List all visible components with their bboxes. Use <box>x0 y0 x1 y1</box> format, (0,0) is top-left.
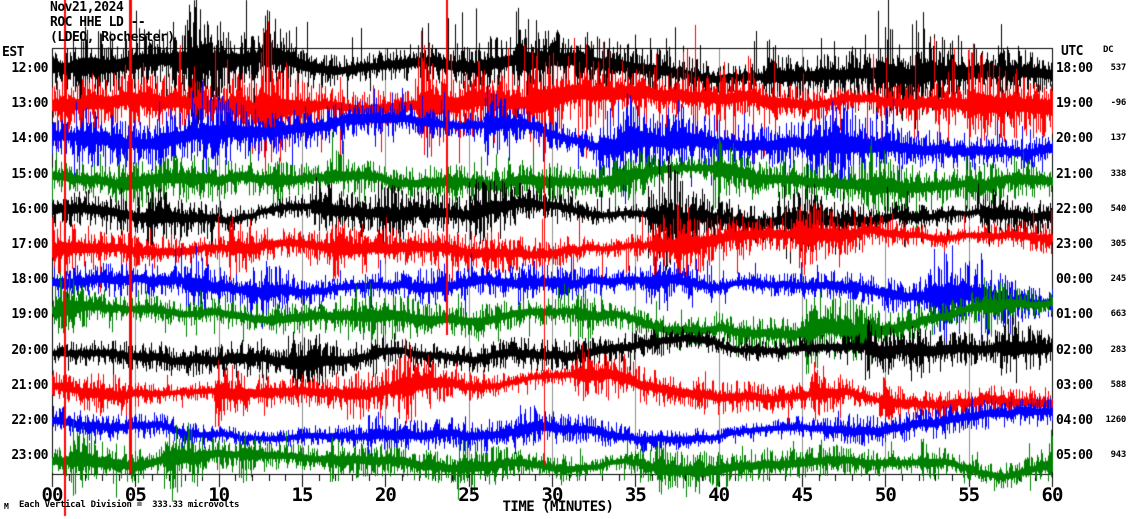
left-timezone-label: EST <box>2 45 24 60</box>
x-tick-label: 45 <box>791 484 814 506</box>
dc-value: 540 <box>1110 203 1127 214</box>
x-tick-label: 15 <box>291 484 314 506</box>
x-tick-label: 05 <box>124 484 147 506</box>
utc-time-label: 05:00 <box>1056 448 1093 464</box>
utc-time-label: 20:00 <box>1056 131 1093 147</box>
est-time-label: 16:00 <box>11 201 48 217</box>
utc-time-label: 19:00 <box>1056 96 1093 112</box>
utc-time-label: 21:00 <box>1056 166 1093 182</box>
est-time-label: 17:00 <box>11 237 48 252</box>
scale-note: Each Vertical Division = 333.33 microvol… <box>19 500 240 510</box>
utc-time-label: 00:00 <box>1056 272 1093 288</box>
x-tick-label: 50 <box>874 484 897 506</box>
dc-value: 137 <box>1110 133 1127 144</box>
x-axis-title: TIME (MINUTES) <box>502 499 614 515</box>
dc-value: 663 <box>1110 309 1127 320</box>
est-time-label: 15:00 <box>11 166 48 182</box>
dc-value: 283 <box>1110 344 1127 355</box>
x-tick-label: 25 <box>458 484 480 506</box>
dc-value: 537 <box>1110 63 1127 73</box>
est-time-label: 21:00 <box>11 377 48 393</box>
x-tick-label: 40 <box>708 484 730 506</box>
utc-time-label: 02:00 <box>1056 342 1093 358</box>
dc-value: 245 <box>1110 274 1127 285</box>
dc-value: 1260 <box>1105 415 1127 425</box>
x-tick-label: 60 <box>1041 484 1064 506</box>
est-time-label: 23:00 <box>11 448 48 464</box>
x-tick-label: 35 <box>624 484 647 506</box>
dc-value: 305 <box>1110 239 1127 249</box>
est-time-label: 14:00 <box>11 131 48 147</box>
corner-mark: M <box>4 502 9 511</box>
x-tick-label: 10 <box>208 484 230 506</box>
x-tick-label: 00 <box>41 484 64 506</box>
est-time-label: 18:00 <box>11 272 48 288</box>
dc-value: 588 <box>1110 379 1127 390</box>
est-time-label: 12:00 <box>11 61 48 76</box>
est-time-label: 22:00 <box>11 413 48 428</box>
dc-column-label: DC <box>1103 45 1114 55</box>
right-timezone-label: UTC <box>1061 44 1083 59</box>
header-station-id: ROC HHE LD -- <box>50 15 146 30</box>
dc-value: -96 <box>1110 98 1127 109</box>
utc-time-label: 01:00 <box>1056 307 1093 323</box>
utc-time-label: 18:00 <box>1056 61 1093 76</box>
est-time-label: 19:00 <box>11 307 48 323</box>
est-time-label: 13:00 <box>11 96 48 112</box>
x-tick-label: 55 <box>958 484 980 506</box>
utc-time-label: 03:00 <box>1056 377 1093 393</box>
utc-time-label: 04:00 <box>1056 413 1093 428</box>
x-tick-label: 30 <box>541 484 564 506</box>
header-date: Nov21,2024 <box>50 0 124 15</box>
dc-value: 338 <box>1110 168 1127 179</box>
utc-time-label: 22:00 <box>1056 201 1093 217</box>
header-station-location: (LDEO, Rochester) <box>50 30 175 45</box>
utc-time-label: 23:00 <box>1056 237 1093 252</box>
x-tick-label: 20 <box>374 484 397 506</box>
dc-value: 943 <box>1110 450 1127 461</box>
est-time-label: 20:00 <box>11 342 48 358</box>
